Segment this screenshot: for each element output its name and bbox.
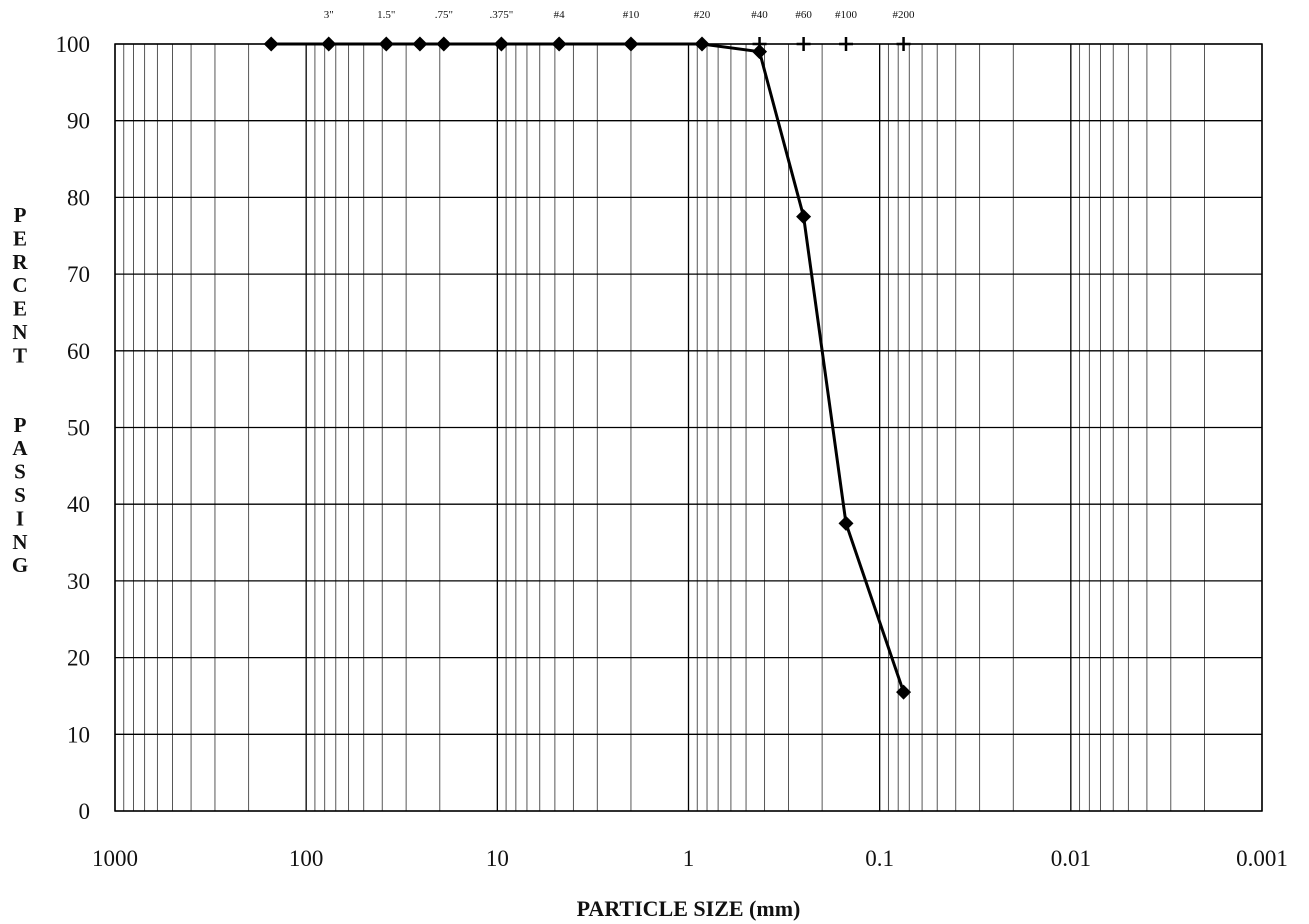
x-tick-label: 0.01: [1051, 846, 1091, 871]
sieve-label: #60: [795, 9, 812, 21]
y-tick-label: 70: [67, 262, 90, 287]
x-tick-label: 10: [486, 846, 509, 871]
y-axis-title-letter: N: [12, 530, 27, 554]
sieve-label: #20: [694, 9, 711, 21]
y-axis-title-letter: S: [14, 483, 26, 507]
sieve-label: #200: [893, 9, 916, 21]
major-gridlines: [114, 43, 1263, 812]
y-tick-label: 60: [67, 339, 90, 364]
sieve-size-labels: 3" 1.5" .75" .375" #4 #10 #20 #40 #60 #100 #200: [324, 9, 915, 21]
x-tick-label: 1: [683, 846, 695, 871]
sieve-label: .75": [435, 9, 453, 21]
data-point: [321, 36, 337, 52]
x-tick-label: 1000: [92, 846, 138, 871]
sieve-label: .375": [489, 9, 513, 21]
data-point: [412, 36, 428, 52]
data-point: [263, 36, 279, 52]
data-point: [493, 36, 509, 52]
cross-marker: [839, 37, 854, 51]
cross-marker: [896, 37, 911, 51]
y-tick-label: 10: [67, 722, 90, 747]
y-axis-title-letter: E: [13, 226, 27, 250]
y-tick-label: 0: [79, 799, 91, 824]
y-tick-label: 50: [67, 416, 90, 441]
y-axis-tick-labels: 0 10 20 30 40 50 60 70 80 90 100: [56, 32, 91, 824]
cross-markers: [752, 37, 911, 51]
y-tick-label: 100: [56, 32, 91, 57]
data-point: [623, 36, 639, 52]
sieve-label: 3": [324, 9, 334, 21]
data-point: [838, 515, 854, 531]
data-point: [896, 684, 912, 700]
y-tick-label: 80: [67, 185, 90, 210]
y-axis-title-letter: N: [12, 320, 27, 344]
x-axis-tick-labels: 1000 100 10 1 0.1 0.01 0.001: [92, 846, 1288, 871]
y-axis-title-letter: P: [14, 413, 27, 437]
data-point: [752, 44, 768, 60]
gradation-curve: [271, 42, 906, 693]
cross-marker: [796, 37, 811, 51]
y-axis-title-letter: E: [13, 297, 27, 321]
data-points: [263, 36, 912, 700]
data-point: [378, 36, 394, 52]
data-point: [694, 36, 710, 52]
y-axis-title-letter: T: [13, 343, 27, 367]
data-point: [436, 36, 452, 52]
data-point: [551, 36, 567, 52]
y-tick-label: 40: [67, 492, 90, 517]
x-tick-label: 0.001: [1236, 846, 1288, 871]
x-tick-label: 100: [289, 846, 324, 871]
sieve-label: #40: [751, 9, 768, 21]
y-axis-title-letter: S: [14, 460, 26, 484]
sieve-label: #4: [554, 9, 566, 21]
sieve-label: #100: [835, 9, 858, 21]
y-axis-title-letter: R: [12, 250, 28, 274]
y-axis-title-letter: G: [12, 553, 28, 577]
x-tick-label: 0.1: [865, 846, 894, 871]
data-point: [796, 209, 812, 225]
y-tick-label: 30: [67, 569, 90, 594]
y-tick-label: 20: [67, 646, 90, 671]
sieve-label: #10: [623, 9, 640, 21]
y-tick-label: 90: [67, 109, 90, 134]
sieve-label: 1.5": [377, 9, 395, 21]
x-axis-title: PARTICLE SIZE (mm): [577, 896, 801, 921]
y-axis-title-letter: I: [16, 506, 24, 530]
y-axis-title-letter: C: [12, 273, 27, 297]
y-axis-title-letter: P: [14, 203, 27, 227]
y-axis-title-letter: A: [12, 436, 28, 460]
